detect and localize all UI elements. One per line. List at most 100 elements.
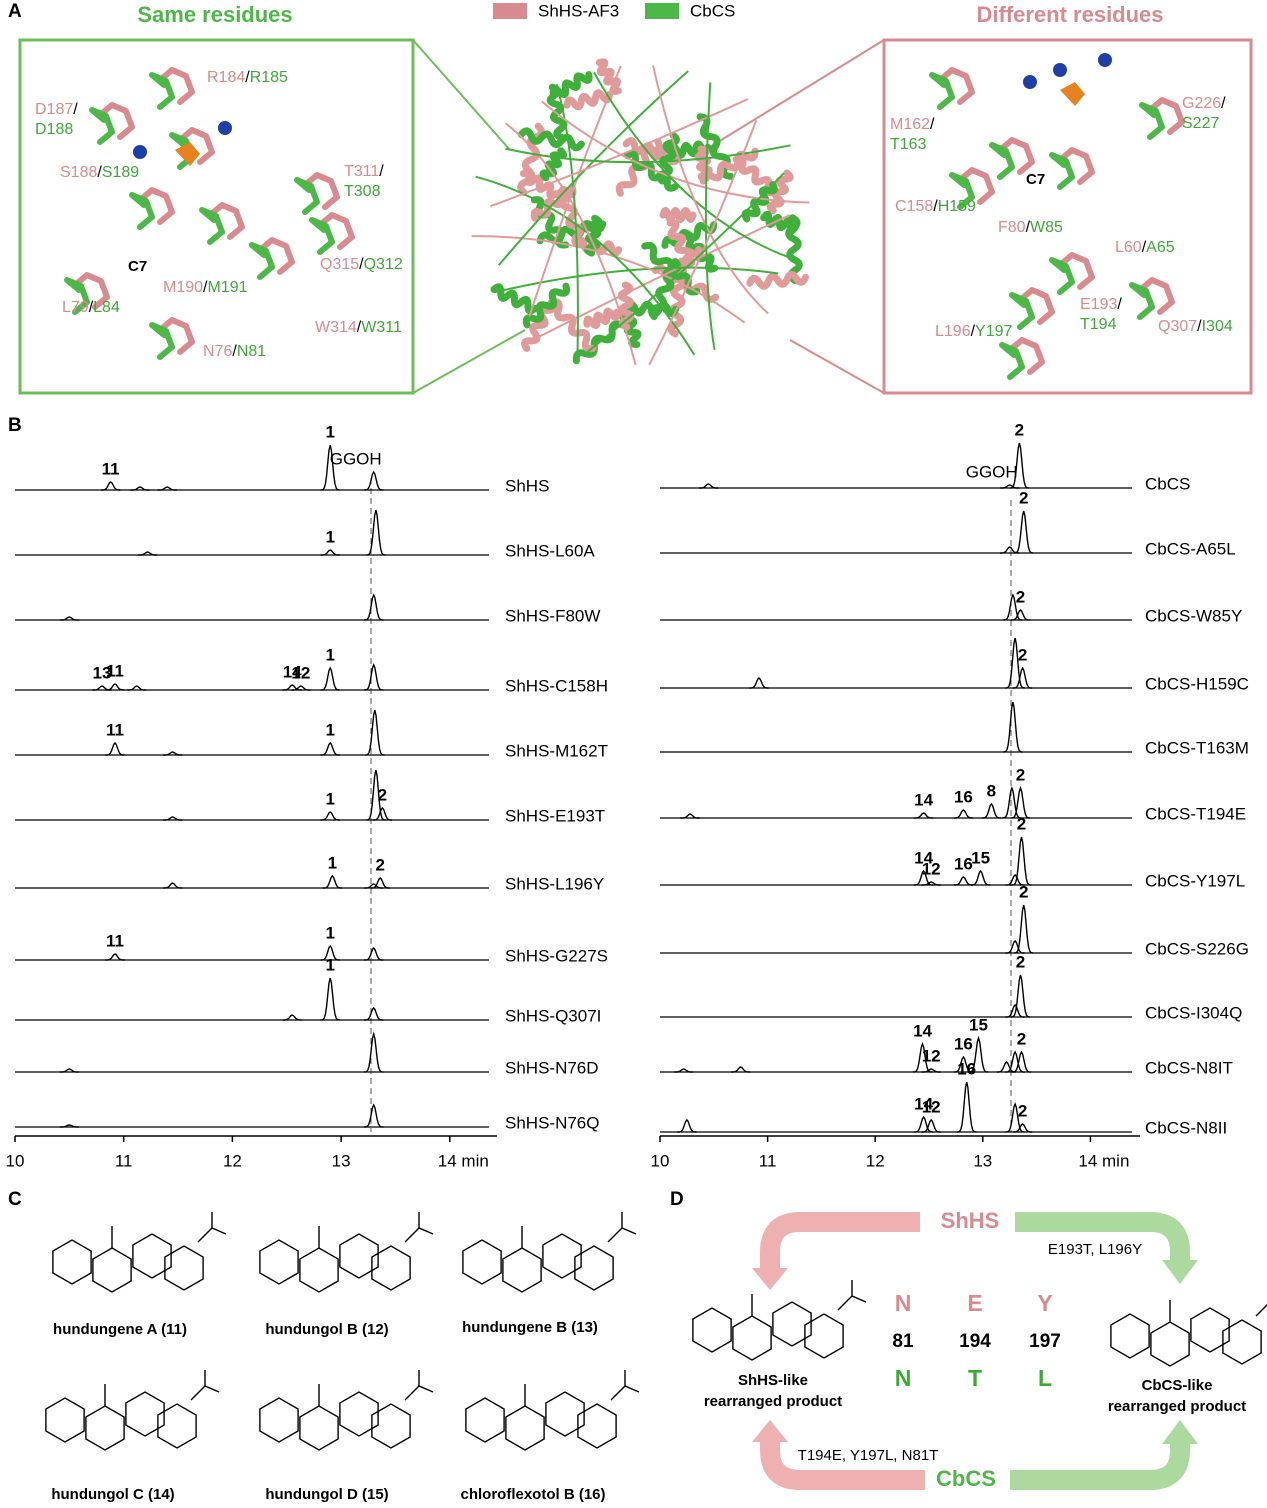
peak bbox=[1005, 1003, 1025, 1018]
enzyme-label: CbCS bbox=[936, 1466, 996, 1491]
peak bbox=[914, 812, 934, 819]
residue-label: W314/W311 bbox=[315, 319, 402, 336]
helix bbox=[766, 169, 794, 215]
ring bbox=[465, 1397, 505, 1443]
helix-ribbon bbox=[548, 298, 597, 353]
residue-cbcs: I304 bbox=[1202, 318, 1233, 335]
residue-shhs: E193 bbox=[1080, 296, 1117, 313]
residue-label: G226/S227 bbox=[1182, 95, 1226, 132]
peak bbox=[914, 1115, 934, 1133]
helix bbox=[760, 210, 799, 235]
peak bbox=[59, 1068, 79, 1073]
helix bbox=[546, 83, 568, 141]
ring bbox=[502, 1247, 542, 1293]
ion bbox=[1053, 63, 1067, 77]
residue-label: S188/S189 bbox=[60, 164, 139, 181]
residue-label: F80/W85 bbox=[998, 219, 1063, 236]
residue-label: C158/H159 bbox=[895, 198, 976, 215]
ring bbox=[1150, 1321, 1190, 1367]
trace-name: ShHS-E193T bbox=[505, 806, 605, 825]
peak bbox=[105, 953, 125, 961]
peak bbox=[1010, 785, 1031, 819]
peak-label: 11 bbox=[106, 720, 124, 739]
trace-name: CbCS bbox=[1145, 474, 1190, 493]
peak-label: 2 bbox=[1016, 765, 1025, 784]
stick bbox=[72, 272, 110, 310]
peak bbox=[163, 882, 183, 889]
ring bbox=[371, 1245, 411, 1291]
helix bbox=[559, 185, 585, 248]
peak-label: GGOH bbox=[330, 449, 382, 468]
trace-name: CbCS-S226G bbox=[1145, 939, 1249, 958]
peak bbox=[320, 741, 340, 756]
peak-label: 12 bbox=[922, 1046, 941, 1065]
stick bbox=[309, 217, 335, 255]
peak bbox=[163, 751, 183, 756]
legend-label: CbCS bbox=[690, 1, 735, 20]
peak bbox=[1013, 666, 1033, 689]
peak-label: 14 bbox=[914, 1094, 933, 1113]
residue-code: T bbox=[968, 1365, 982, 1391]
stick bbox=[157, 67, 195, 105]
x-tick-label: 11 bbox=[115, 1151, 133, 1170]
peak-label: 16 bbox=[954, 787, 973, 806]
stick bbox=[1017, 287, 1055, 325]
helix-ribbon bbox=[659, 207, 697, 223]
ring bbox=[52, 1239, 92, 1285]
residue-shhs: N76 bbox=[203, 343, 232, 360]
residue-separator: / bbox=[245, 69, 250, 86]
residue-cbcs: M191 bbox=[207, 279, 247, 296]
peak-label: 2 bbox=[375, 855, 384, 874]
peak bbox=[101, 481, 121, 491]
stick bbox=[1129, 282, 1155, 320]
residue-code: N bbox=[895, 1290, 912, 1316]
residue-separator: / bbox=[232, 343, 237, 360]
residue-label: L79/L84 bbox=[62, 299, 120, 316]
ion bbox=[218, 121, 232, 135]
ring bbox=[339, 1233, 379, 1279]
residue-separator: / bbox=[1221, 95, 1226, 112]
ion bbox=[1098, 53, 1112, 67]
residue-label: M162/T163 bbox=[890, 116, 935, 153]
residue-cbcs: L84 bbox=[93, 299, 120, 316]
loop bbox=[648, 119, 758, 366]
mutation-label: T194E, Y197L, N81T bbox=[798, 1447, 939, 1464]
peak bbox=[914, 869, 934, 886]
panel-title: Different residues bbox=[976, 2, 1163, 27]
loop bbox=[539, 214, 791, 338]
peak bbox=[59, 1124, 79, 1128]
trace-name: ShHS-G227S bbox=[505, 946, 608, 965]
peak-label: 11 bbox=[102, 459, 120, 478]
trace-name: CbCS-T194E bbox=[1145, 804, 1246, 823]
residue-cbcs: D188 bbox=[35, 121, 73, 138]
peak bbox=[130, 486, 150, 491]
stick bbox=[989, 142, 1015, 180]
residue-label: T311/ T308 bbox=[344, 163, 384, 200]
substituent bbox=[751, 1280, 867, 1316]
helix-ribbon bbox=[699, 147, 759, 185]
residue-shhs: R184 bbox=[207, 69, 245, 86]
peak bbox=[1014, 904, 1034, 954]
peak bbox=[971, 869, 991, 886]
peak bbox=[372, 806, 392, 821]
helix bbox=[539, 147, 568, 182]
stick bbox=[1007, 337, 1045, 375]
helix bbox=[583, 214, 603, 257]
helix-ribbon bbox=[559, 185, 585, 248]
peak bbox=[364, 1103, 384, 1128]
phosphate bbox=[175, 142, 200, 166]
residue-shhs: T311 bbox=[344, 163, 379, 180]
peak bbox=[1013, 1123, 1033, 1133]
peak bbox=[59, 616, 79, 621]
compound-name: hundungene B (13) bbox=[462, 1319, 598, 1336]
peak-label: 2 bbox=[1017, 814, 1026, 833]
ring bbox=[732, 1315, 772, 1361]
atom-label: C7 bbox=[128, 258, 147, 275]
peak bbox=[1010, 609, 1031, 621]
substituent bbox=[104, 1370, 220, 1406]
ring bbox=[462, 1239, 502, 1285]
peak bbox=[921, 1118, 941, 1133]
ring bbox=[772, 1301, 812, 1347]
panel-title: Same residues bbox=[137, 2, 292, 27]
